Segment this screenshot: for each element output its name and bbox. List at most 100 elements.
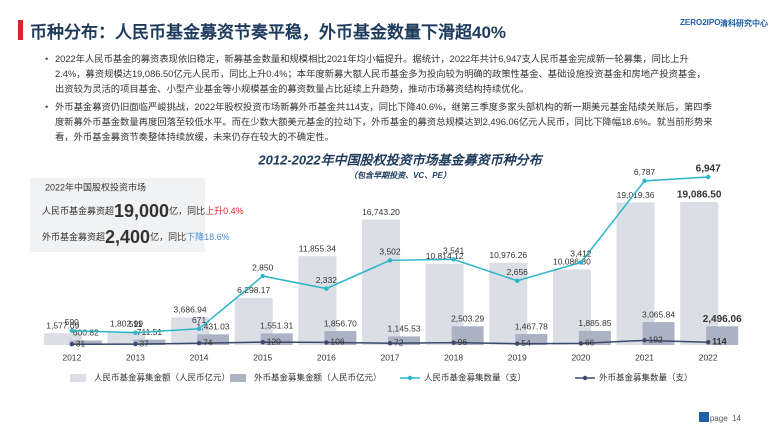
data-label: 1,467.78 bbox=[515, 321, 548, 331]
data-label: 3,541 bbox=[443, 246, 465, 256]
data-label: 1,885.85 bbox=[578, 318, 611, 328]
legend-label: 外币基金募集金额（人民币亿元） bbox=[254, 372, 382, 382]
info-value: 2,400 bbox=[105, 227, 150, 247]
data-label: 2,850 bbox=[252, 262, 274, 272]
info-text: 外币基金募资超2,400亿，同比下降18.6% bbox=[42, 227, 230, 247]
info-value: 19,000 bbox=[114, 201, 169, 221]
data-label: 671 bbox=[192, 315, 206, 325]
x-tick-label: 2015 bbox=[253, 352, 272, 362]
info-text: 外币基金募资超 bbox=[42, 231, 105, 242]
x-tick-label: 2012 bbox=[62, 352, 81, 362]
data-label: 2,496.06 bbox=[703, 314, 742, 325]
line-point bbox=[260, 273, 265, 279]
data-label: 3,065.84 bbox=[642, 309, 675, 319]
line-point bbox=[260, 339, 265, 345]
line-point bbox=[578, 341, 584, 346]
bullet: 2022年人民币基金的募资表现依旧稳定，新募基金数量和规模相比2021年均小幅提… bbox=[45, 52, 715, 97]
info-text: 亿，同比 bbox=[169, 205, 205, 216]
legend-swatch bbox=[70, 374, 86, 382]
data-label: 2,656 bbox=[507, 267, 529, 277]
data-label: 1,577.09 bbox=[46, 320, 79, 330]
data-label: 72 bbox=[394, 338, 404, 348]
legend-swatch bbox=[407, 375, 413, 381]
line-point bbox=[324, 286, 329, 291]
line-point bbox=[324, 340, 329, 345]
info-change: 下降18.6% bbox=[186, 231, 230, 242]
info-text: 亿，同比 bbox=[150, 231, 186, 242]
x-tick-label: 2017 bbox=[381, 352, 400, 362]
info-change: 上升0.4% bbox=[205, 206, 244, 216]
x-tick-label: 2016 bbox=[317, 352, 336, 362]
data-label: 2,503.29 bbox=[451, 313, 484, 323]
bar bbox=[43, 333, 82, 345]
line-point bbox=[196, 341, 202, 346]
bar bbox=[680, 202, 719, 345]
line-point bbox=[515, 278, 520, 283]
x-tick-label: 2022 bbox=[699, 352, 718, 362]
line-point bbox=[69, 342, 75, 347]
data-label: 511 bbox=[129, 319, 143, 329]
line-point bbox=[69, 328, 75, 333]
line-point bbox=[133, 341, 138, 347]
footer-mark bbox=[699, 412, 709, 422]
logo: 清科研究中心 bbox=[720, 19, 768, 28]
bar bbox=[489, 262, 528, 345]
line-point bbox=[642, 338, 647, 343]
info-text: 人民币基金募资超19,000亿，同比上升0.4% bbox=[42, 201, 244, 221]
data-label: 6,947 bbox=[696, 164, 721, 175]
data-label: 1,551.31 bbox=[260, 321, 293, 331]
line-point bbox=[642, 178, 647, 184]
legend-swatch bbox=[230, 374, 246, 382]
data-label: 2,332 bbox=[316, 275, 338, 285]
data-label: 16,743.20 bbox=[362, 207, 400, 217]
line-point bbox=[705, 340, 711, 345]
chart-title: 2012-2022年中国股权投资市场基金募资币种分布 bbox=[257, 152, 543, 167]
bullet-list: 2022年人民币基金的募资表现依旧稳定，新募基金数量和规模相比2021年均小幅提… bbox=[45, 52, 715, 148]
data-label: 11,855.34 bbox=[299, 243, 336, 253]
data-label: 1,145.53 bbox=[387, 324, 420, 334]
line-point bbox=[515, 341, 520, 346]
line-point bbox=[133, 330, 138, 335]
data-label: 19,086.50 bbox=[677, 190, 722, 201]
info-heading: 2022年中国股权投资市场 bbox=[45, 181, 146, 192]
x-tick-label: 2021 bbox=[635, 352, 654, 362]
bar bbox=[515, 334, 548, 345]
bar bbox=[642, 322, 675, 345]
bar bbox=[388, 336, 420, 345]
title-accent bbox=[18, 20, 23, 40]
data-label: 3,686.94 bbox=[174, 305, 207, 315]
data-label: 96 bbox=[458, 337, 468, 347]
page-number: 14 bbox=[732, 414, 741, 423]
line-point bbox=[387, 258, 393, 263]
data-label: 114 bbox=[712, 337, 727, 347]
data-label: 1,802.99 bbox=[110, 319, 143, 329]
bar bbox=[451, 326, 484, 345]
bar bbox=[260, 333, 293, 345]
data-label: 10,814.12 bbox=[426, 251, 464, 261]
bar bbox=[324, 331, 357, 345]
data-label: 19,019.36 bbox=[617, 190, 655, 200]
data-label: 74 bbox=[203, 337, 213, 347]
bar bbox=[578, 330, 611, 345]
data-label: 54 bbox=[521, 338, 531, 348]
bar bbox=[197, 334, 230, 345]
data-label: 6,787 bbox=[634, 167, 656, 177]
footer-label: page bbox=[709, 414, 728, 423]
data-label: 192 bbox=[649, 335, 663, 345]
bullet: 外币基金募资仍旧面临严峻挑战，2022年股权投资市场新募外币基金共114支，同比… bbox=[45, 100, 715, 145]
line-point bbox=[705, 174, 711, 180]
legend-label: 外币基金募集数量（支） bbox=[599, 372, 693, 382]
bar bbox=[616, 202, 655, 345]
bar bbox=[69, 340, 102, 345]
info-text: 人民币基金募资超 bbox=[42, 205, 114, 216]
x-tick-label: 2013 bbox=[126, 352, 145, 362]
data-label: 600.82 bbox=[73, 328, 99, 338]
legend-label: 人民币基金募集金额（人民币亿元） bbox=[94, 372, 230, 382]
x-tick-label: 2019 bbox=[508, 352, 527, 362]
data-label: 37 bbox=[139, 338, 149, 348]
bar bbox=[362, 219, 400, 345]
line-point bbox=[451, 257, 456, 262]
data-label: 106 bbox=[330, 337, 344, 347]
